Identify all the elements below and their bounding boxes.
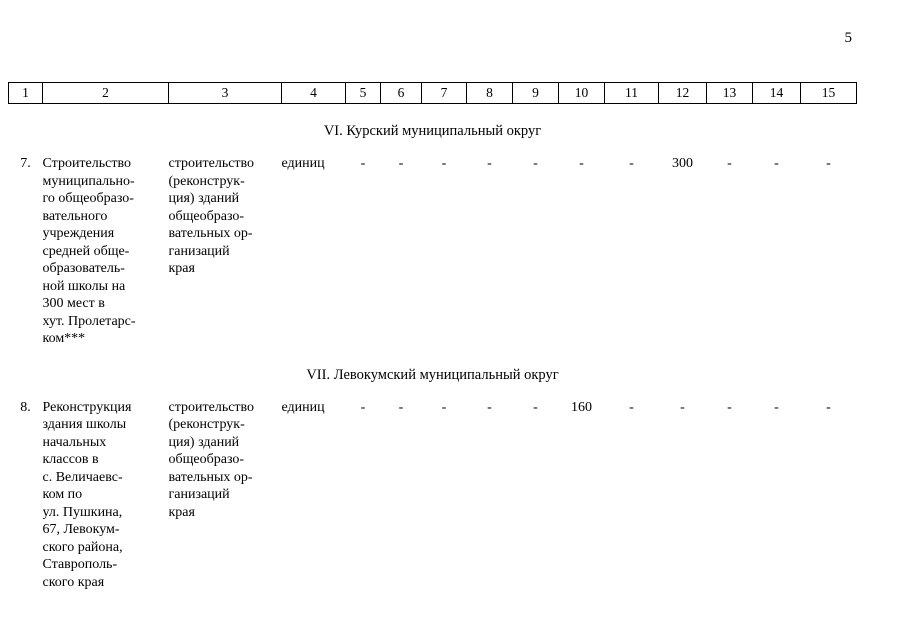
- col-header: 5: [345, 82, 381, 104]
- value-cell: -: [533, 399, 538, 415]
- col-header: 11: [604, 82, 659, 104]
- col-header: 9: [512, 82, 559, 104]
- col-header: 6: [380, 82, 422, 104]
- value-cell: -: [826, 156, 831, 171]
- value-cell: -: [629, 399, 634, 415]
- col-header: 14: [752, 82, 801, 104]
- table-row: 8. Реконструкция здания школы начальных …: [9, 399, 857, 592]
- value-cell: -: [727, 156, 732, 171]
- value-cell: -: [398, 399, 404, 415]
- work-type: строительство (реконструк- ция) зданий о…: [168, 156, 255, 276]
- value-cell: -: [360, 399, 366, 415]
- value-cell: -: [533, 156, 538, 171]
- col-header: 8: [466, 82, 513, 104]
- value-cell: -: [629, 156, 634, 171]
- object-name: Реконструкция здания школы начальных кла…: [42, 399, 132, 590]
- col-header: 3: [168, 82, 282, 104]
- column-number-row: 1 2 3 4 5 6 7 8 9 10 11 12 13 14 15: [8, 82, 857, 104]
- row-number: 8.: [20, 399, 31, 415]
- value-cell: -: [680, 399, 685, 415]
- row-number: 7.: [20, 156, 31, 171]
- value-cell: -: [774, 156, 779, 171]
- value-cell: -: [441, 399, 447, 415]
- col-header: 15: [800, 82, 857, 104]
- col-header: 7: [421, 82, 467, 104]
- unit-label: единиц: [281, 156, 325, 171]
- section-vi: VI. Курский муниципальный округ: [9, 104, 857, 156]
- document-table: 1 2 3 4 5 6 7 8 9 10 11 12 13 14 15 VI. …: [8, 82, 857, 591]
- value-cell: -: [727, 399, 732, 415]
- work-type: строительство (реконструк- ция) зданий о…: [168, 399, 255, 520]
- value-cell: -: [826, 399, 831, 415]
- value-cell: -: [774, 399, 779, 415]
- value-cell: -: [579, 156, 584, 171]
- page-number: 5: [844, 30, 853, 46]
- col-header: 4: [281, 82, 346, 104]
- col-header: 10: [558, 82, 605, 104]
- value-cell: 300: [672, 156, 693, 171]
- col-header: 2: [42, 82, 169, 104]
- section-vii: VII. Левокумский муниципальный округ: [9, 348, 857, 399]
- value-cell: -: [398, 156, 404, 171]
- value-cell: 160: [571, 399, 592, 415]
- value-cell: -: [487, 156, 492, 171]
- unit-label: единиц: [281, 399, 325, 415]
- section-title: VII. Левокумский муниципальный округ: [306, 366, 559, 383]
- col-header: 12: [658, 82, 707, 104]
- value-cell: -: [360, 156, 366, 171]
- value-cell: -: [487, 399, 492, 415]
- col-header: 1: [8, 82, 43, 104]
- table-row: 7. Строительство муниципально- го общеоб…: [9, 155, 857, 348]
- section-title: VI. Курский муниципальный округ: [323, 123, 542, 139]
- value-cell: -: [441, 156, 447, 171]
- col-header: 13: [706, 82, 753, 104]
- object-name: Строительство муниципально- го общеобраз…: [42, 156, 136, 346]
